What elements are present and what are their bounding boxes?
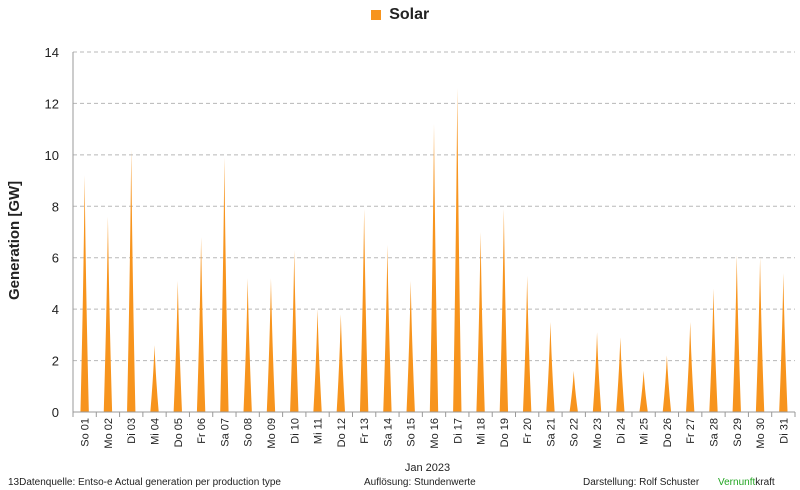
y-axis-label: Generation [GW] [6,180,23,300]
x-tick-label: Mi 25 [639,418,651,445]
x-tick-label: Di 03 [126,418,138,444]
solar-day-peak [313,309,322,412]
y-tick-label: 10 [45,148,59,163]
solar-day-peak [127,149,136,412]
legend-swatch-solar [370,10,381,20]
solar-day-peak [546,322,555,412]
solar-day-peak [220,157,229,412]
x-tick-label: Mi 11 [313,418,325,444]
x-tick-label: Mi 18 [476,418,488,445]
legend: Solar [0,6,800,24]
footer-resolution: Auflösung: Stundenwerte [364,477,476,488]
footer-brand: Vernunftkraft [718,477,775,488]
solar-day-peak [639,370,648,412]
x-tick-labels: So 01 Mo 02 Di 03 Mi 04 Do 05 Fr 06 Sa 07 So 08… [80,418,791,449]
y-tick-label: 2 [52,354,59,369]
solar-day-peak [429,124,439,412]
y-tick-label: 8 [52,199,59,214]
solar-day-peak [359,208,369,412]
solar-day-peak [290,250,299,412]
brand-green: Vernunft [718,477,756,488]
x-tick-label: Fr 20 [522,418,534,444]
solar-day-peak [732,255,741,412]
solar-day-peak [383,244,392,412]
solar-day-peak [662,355,672,412]
x-tick-label: Do 26 [662,418,674,447]
brand-rest: kraft [755,477,775,488]
footer-source: 13Datenquelle: Entso-e Actual generation… [8,477,281,488]
x-tick-label: Di 24 [615,418,627,444]
y-tick-label: 12 [45,96,59,111]
x-tick-label: Do 12 [336,418,348,447]
y-tick-label: 14 [45,45,59,60]
solar-day-peak [80,175,89,412]
solar-day-peak [150,345,159,412]
x-tick-label: So 08 [243,418,255,447]
x-tick-label: So 01 [80,418,92,447]
x-tick-label: Mo 02 [103,418,115,449]
x-tick-label: Mo 09 [266,418,278,449]
x-tick-label: So 15 [406,418,418,447]
solar-series [80,88,788,412]
solar-day-peak [406,280,415,412]
solar-day-peak [266,278,276,412]
solar-day-peak [103,216,113,412]
x-tick-label: Do 19 [499,418,511,447]
solar-day-peak [453,88,462,412]
solar-day-peak [173,280,182,412]
x-tick-label: Sa 14 [382,418,394,447]
x-tick-label: So 29 [732,418,744,447]
y-tick-label: 0 [52,405,59,420]
x-tick-label: Mo 16 [429,418,441,449]
solar-day-peak [592,332,602,412]
x-tick-label: Mo 23 [592,418,604,449]
solar-day-peak [569,370,578,412]
footer-author: Darstellung: Rolf Schuster [583,477,700,488]
x-tick-label: Mi 04 [150,418,162,445]
solar-day-peak [196,237,206,412]
x-tick-label: Fr 27 [685,418,697,444]
solar-day-peak [779,273,788,412]
solar-day-peak [686,322,695,412]
x-tick-label: Di 10 [289,418,301,444]
solar-day-peak [243,278,252,412]
solar-day-peak [616,337,625,412]
x-tick-label: Sa 07 [219,418,231,447]
x-tick-label: Mo 30 [755,418,767,449]
x-tick-label: Sa 28 [708,418,720,447]
x-tick-label: Fr 13 [359,418,371,444]
legend-label-solar: Solar [389,6,430,23]
x-tick-label: Di 17 [452,418,464,444]
y-tick-labels: 0 2 4 6 8 10 12 14 [45,45,59,420]
x-tick-label: So 22 [569,418,581,447]
y-tick-label: 4 [52,302,59,317]
y-tick-label: 6 [52,251,59,266]
solar-day-peak [709,288,718,412]
x-tick-label: Di 31 [778,418,790,444]
x-axis-label: Jan 2023 [404,462,451,474]
solar-day-peak [755,257,765,412]
x-tick-label: Fr 06 [196,418,208,444]
solar-day-peak [522,275,532,412]
solar-day-peak [499,208,509,412]
solar-day-peak [336,314,346,412]
x-tick-label: Do 05 [173,418,185,447]
x-tick-label: Sa 21 [545,418,557,447]
x-axis [72,52,796,417]
solar-day-peak [476,232,485,412]
